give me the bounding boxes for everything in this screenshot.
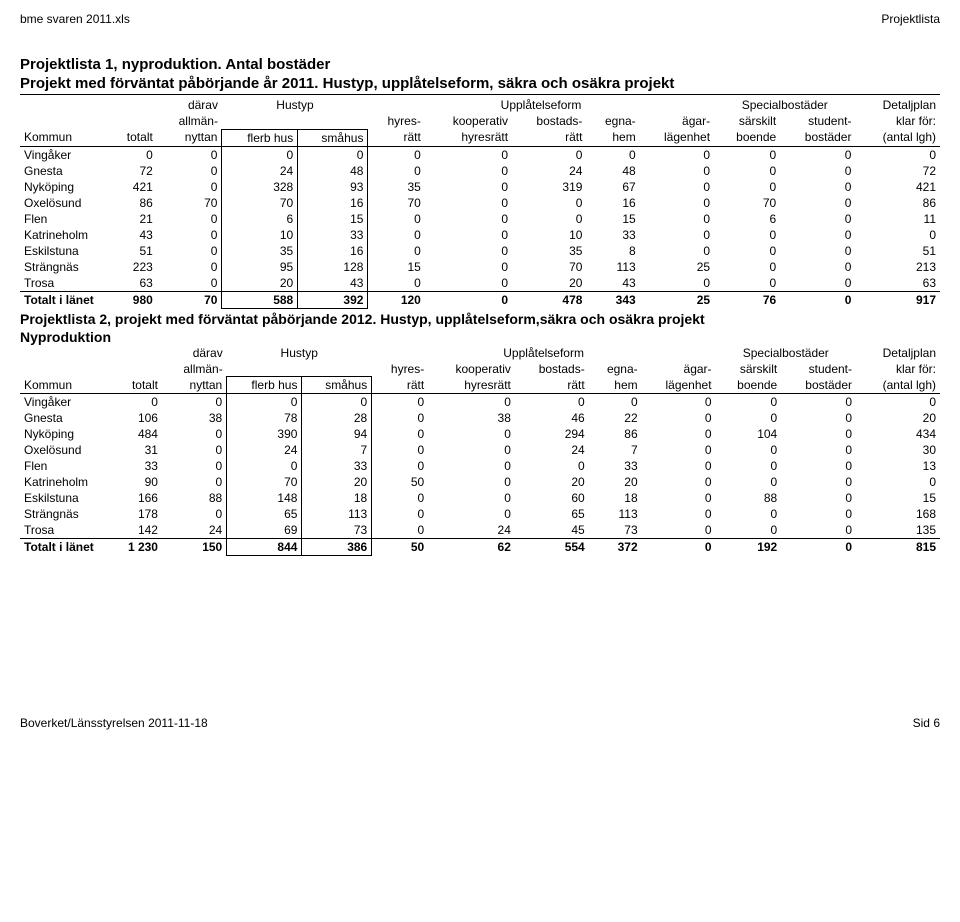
table-1: däravHustypUpplåtelseformSpecialbostäder… (20, 97, 940, 309)
table-total-row: Totalt i länet1 230150844386506255437201… (20, 539, 940, 556)
footer-right: Sid 6 (913, 716, 940, 730)
table-row: Vingåker000000000000 (20, 394, 940, 411)
section1-subtitle: Projekt med förväntat påbörjande år 2011… (20, 75, 940, 95)
table-row: Gnesta720244800244800072 (20, 163, 940, 179)
table-row: Trosa630204300204300063 (20, 275, 940, 292)
table-total-row: Totalt i länet98070588392120047834325760… (20, 291, 940, 308)
table-row: Katrineholm900702050020200000 (20, 474, 940, 490)
table-row: Vingåker000000000000 (20, 146, 940, 163)
sheetname: Projektlista (881, 12, 940, 26)
table-row: Oxelösund3102470024700030 (20, 442, 940, 458)
mid-title-1: Projektlista 2, projekt med förväntat på… (20, 309, 940, 327)
table-row: Eskilstuna1668814818006018088015 (20, 490, 940, 506)
table-row: Nyköping484039094002948601040434 (20, 426, 940, 442)
table-row: Trosa1422469730244573000135 (20, 522, 940, 539)
topbar: bme svaren 2011.xls Projektlista (20, 12, 940, 26)
table-row: Nyköping42103289335031967000421 (20, 179, 940, 195)
footer: Boverket/Länsstyrelsen 2011-11-18 Sid 6 (20, 716, 940, 730)
filename: bme svaren 2011.xls (20, 12, 130, 26)
table-row: Gnesta106387828038462200020 (20, 410, 940, 426)
table-2: däravHustypUpplåtelseformSpecialbostäder… (20, 345, 940, 557)
mid-title-2: Nyproduktion (20, 327, 940, 345)
table-row: Strängnäs1780651130065113000168 (20, 506, 940, 522)
table-row: Strängnäs223095128150701132500213 (20, 259, 940, 275)
table-row: Flen3300330003300013 (20, 458, 940, 474)
table-row: Eskilstuna51035160035800051 (20, 243, 940, 259)
table-row: Katrineholm43010330010330000 (20, 227, 940, 243)
section1-title: Projektlista 1, nyproduktion. Antal bost… (20, 56, 940, 73)
table-row: Oxelösund86707016700016070086 (20, 195, 940, 211)
table-row: Flen2106150001506011 (20, 211, 940, 227)
footer-left: Boverket/Länsstyrelsen 2011-11-18 (20, 716, 208, 730)
